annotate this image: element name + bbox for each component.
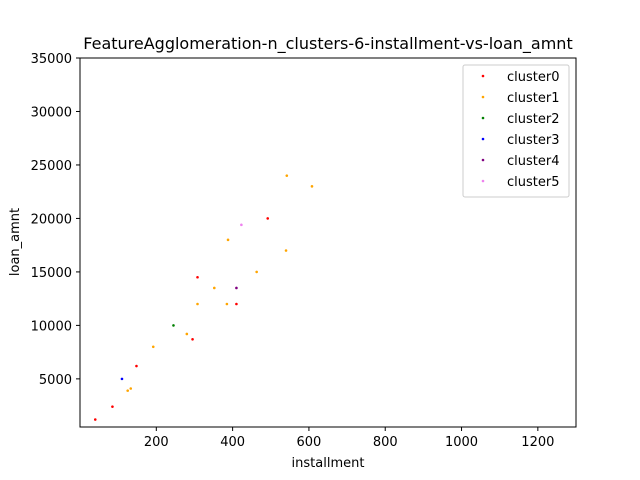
plot-area [93,174,314,421]
series-cluster4 [235,286,238,290]
data-point [213,286,216,290]
x-axis-label: installment [292,456,365,471]
x-tick-label: 1200 [521,435,554,450]
y-tick-label: 15000 [31,266,72,281]
data-point [225,302,229,306]
data-point [196,275,199,279]
data-point [129,387,133,390]
legend-label: cluster4 [507,154,559,169]
series-cluster5 [240,223,243,227]
legend-label: cluster1 [507,91,559,106]
series-cluster3 [120,377,124,381]
data-point [135,364,138,368]
x-axis-ticks: 200 400 600 800 1000 1200 [144,427,554,450]
data-point [240,223,243,227]
legend-label: cluster3 [507,133,559,148]
data-point [226,238,230,242]
y-tick-label: 30000 [31,105,72,120]
series-cluster1 [126,174,314,392]
y-tick-label: 25000 [31,159,72,174]
data-point [120,377,124,381]
data-point [111,405,114,408]
data-point [93,418,97,421]
legend-label: cluster5 [507,175,559,190]
data-point [284,249,288,252]
data-point [151,345,155,349]
legend-marker [481,74,485,78]
series-cluster0 [93,217,270,421]
y-axis-label: loan_amnt [8,208,23,276]
x-tick-label: 600 [297,435,322,450]
data-point [196,302,199,306]
y-tick-label: 35000 [31,52,72,67]
legend-marker [481,179,485,183]
legend-label: cluster2 [507,112,559,127]
data-point [266,217,270,220]
legend-marker [481,116,485,120]
chart-title: FeatureAgglomeration-n_clusters-6-instal… [83,34,572,54]
series-cluster2 [172,324,175,327]
data-point [235,302,238,306]
data-point [172,324,175,327]
data-point [255,270,258,274]
x-tick-label: 1000 [445,435,478,450]
legend-box [462,64,570,198]
x-tick-label: 800 [373,435,398,450]
y-tick-label: 5000 [39,373,72,388]
data-point [285,174,289,177]
y-tick-label: 10000 [31,319,72,334]
data-point [310,185,314,188]
legend-label: cluster0 [507,70,559,85]
legend-marker [481,137,485,141]
data-point [185,332,189,336]
axes-frame [79,57,577,428]
data-point [126,389,129,392]
x-tick-label: 200 [144,435,169,450]
y-tick-label: 20000 [31,212,72,227]
legend: cluster0 cluster1 cluster2 cluster3 cluster4… [462,64,570,198]
legend-marker [481,158,485,162]
legend-marker [481,95,485,99]
data-point [191,337,194,341]
data-point [235,286,238,290]
x-tick-label: 400 [220,435,245,450]
y-axis-ticks: 5000 10000 15000 20000 25000 30000 35000 [31,52,80,388]
